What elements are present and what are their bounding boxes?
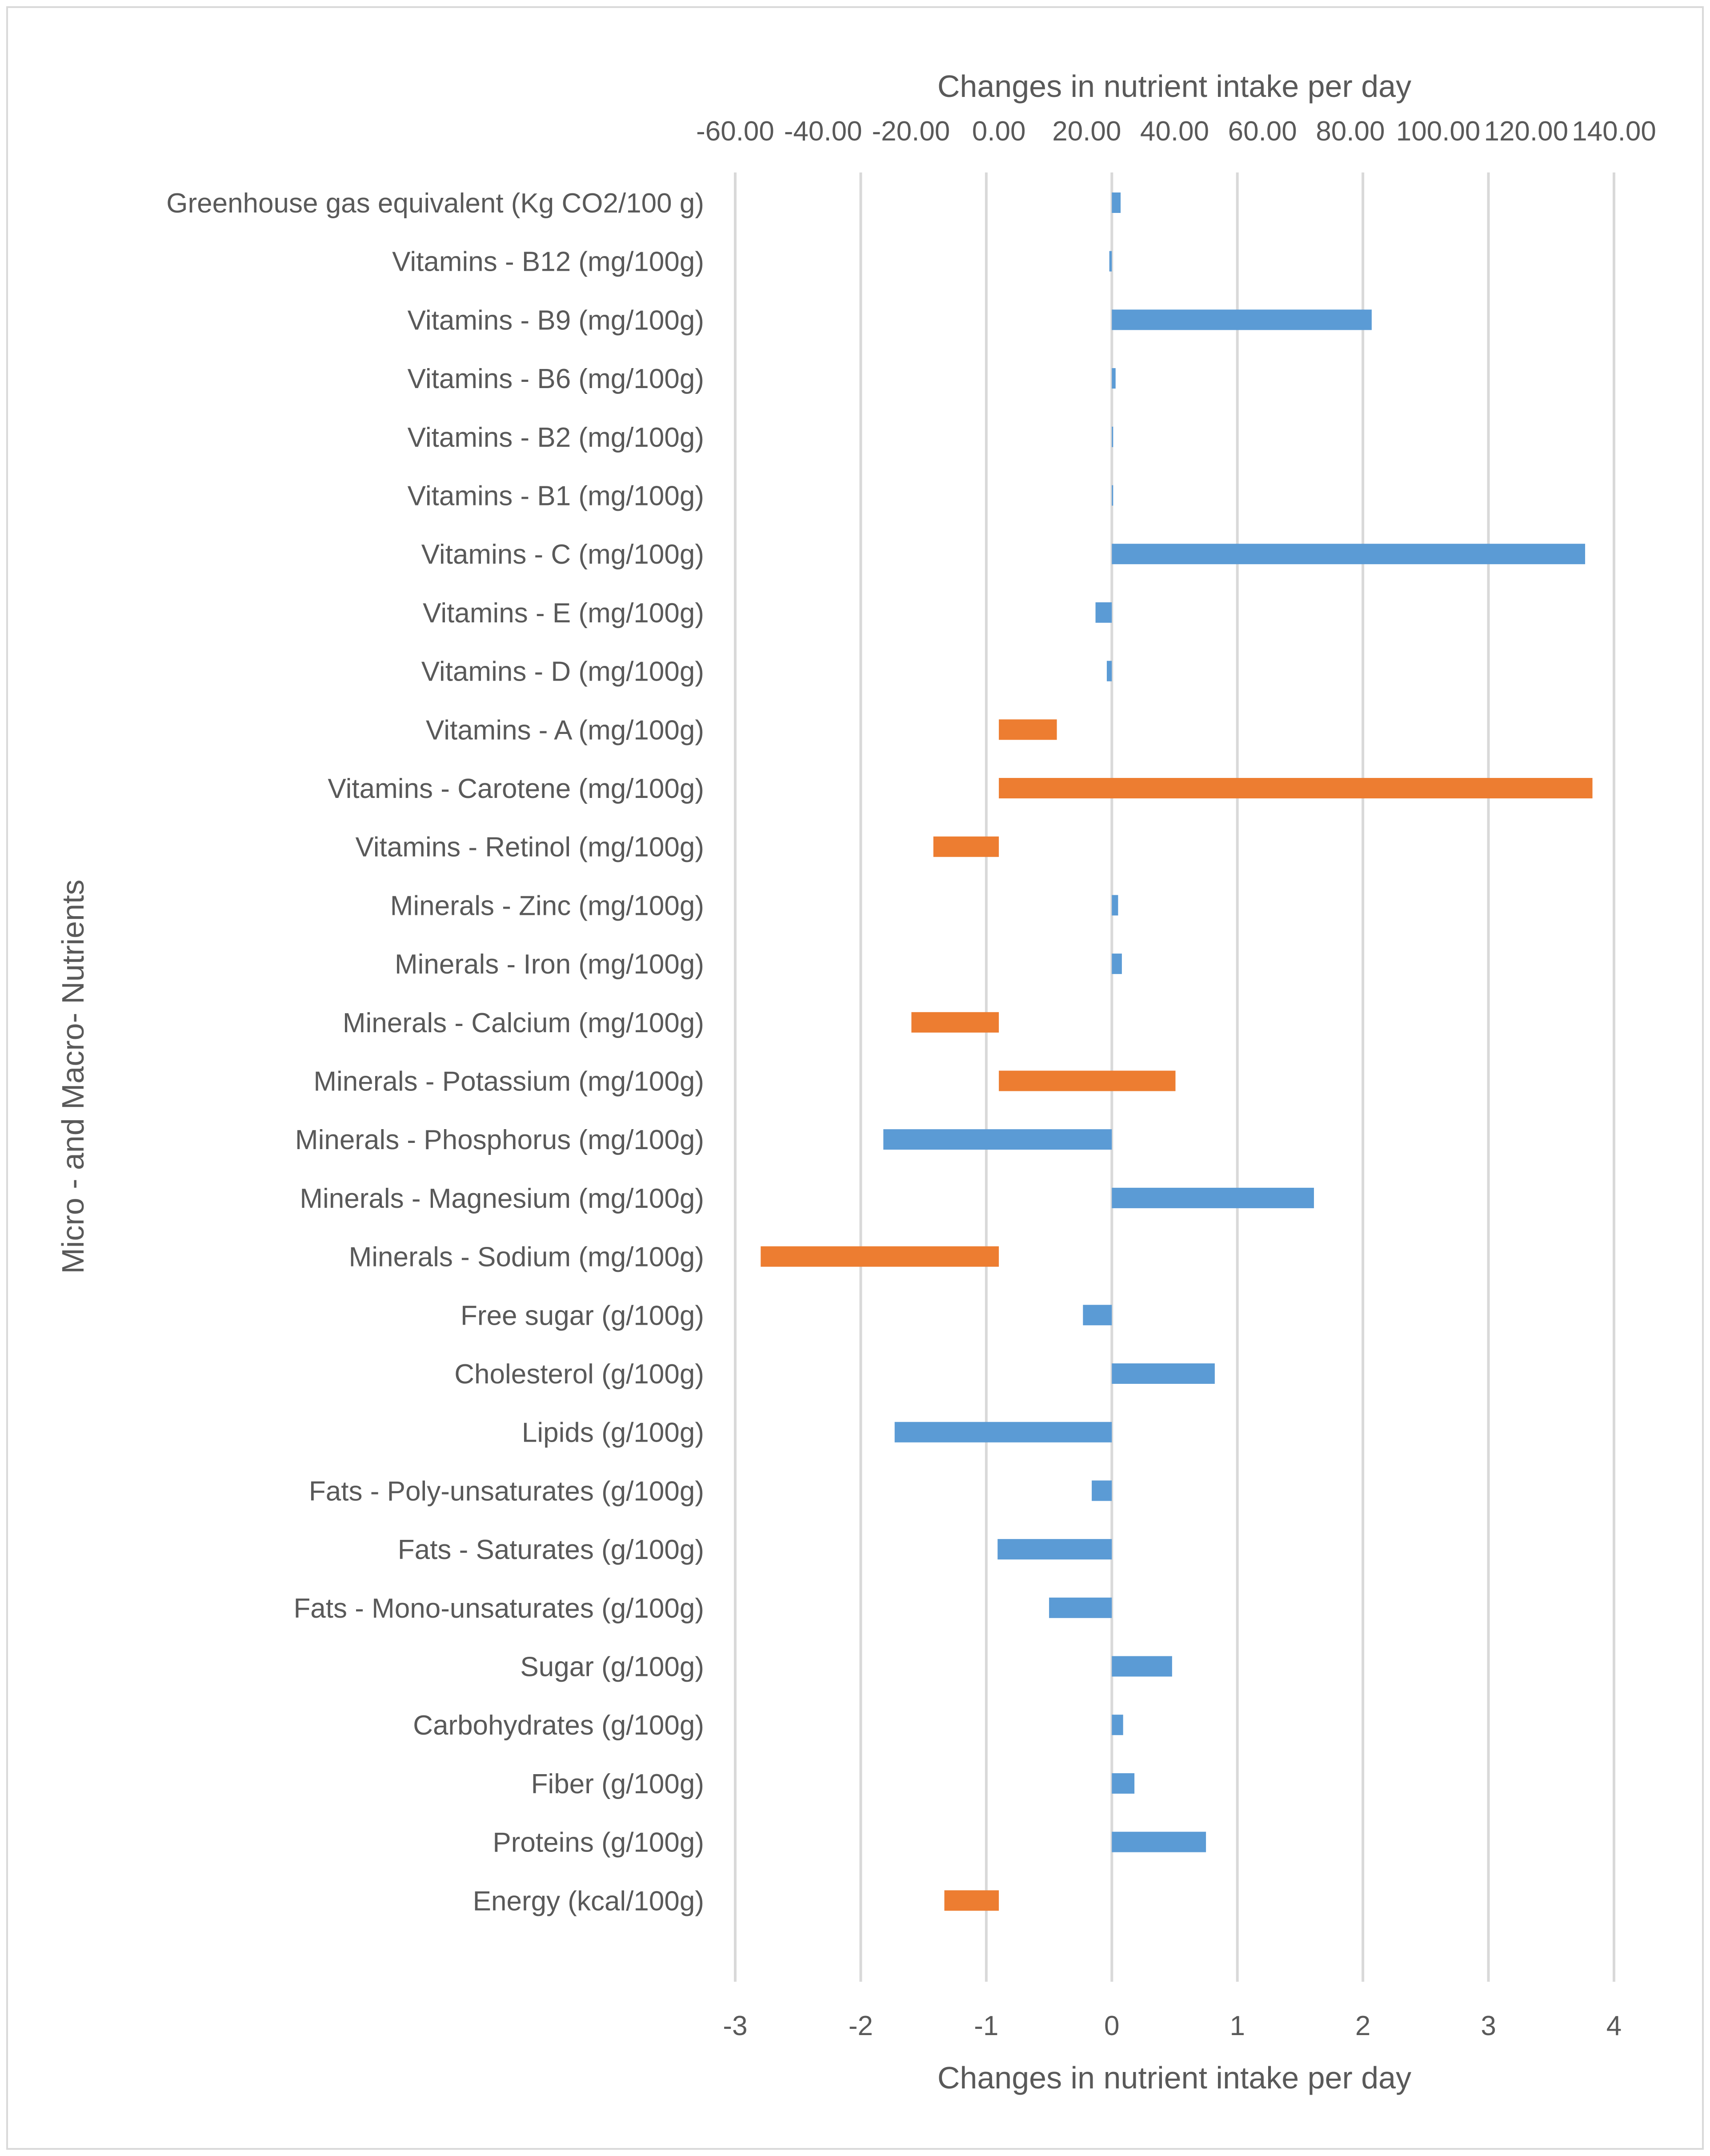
bar [999, 778, 1593, 798]
top-tick-label: 100.00 [1396, 116, 1481, 147]
bottom-tick-label: -2 [849, 2011, 873, 2041]
bar [999, 1070, 1176, 1091]
bar [1112, 368, 1116, 389]
bar [1112, 1715, 1123, 1735]
top-tick-label: 40.00 [1140, 116, 1209, 147]
top-tick-label: 60.00 [1228, 116, 1297, 147]
top-tick-label: 20.00 [1052, 116, 1121, 147]
category-label: Minerals - Calcium (mg/100g) [343, 1008, 704, 1038]
bar [883, 1129, 1112, 1150]
category-label: Vitamins - E (mg/100g) [423, 598, 704, 629]
bar [933, 836, 999, 857]
bar [999, 719, 1057, 740]
chart-frame: -3 -2 -1 0 1 2 3 4 -60.00 -40.00 -20.00 0.00 20.00 40… [6, 6, 1704, 2150]
category-label: Fats - Mono-unsaturates (g/100g) [293, 1593, 704, 1624]
bottom-tick-label: 3 [1481, 2011, 1496, 2041]
bar [997, 1539, 1112, 1560]
category-label: Cholesterol (g/100g) [454, 1359, 704, 1390]
category-label: Minerals - Phosphorus (mg/100g) [295, 1125, 704, 1155]
bar [1112, 426, 1113, 447]
bar [911, 1012, 999, 1033]
bar [1112, 954, 1122, 974]
category-label: Proteins (g/100g) [493, 1827, 704, 1858]
grid-layer [734, 172, 1615, 1982]
bottom-tick-label: -1 [974, 2011, 998, 2041]
bar [944, 1890, 999, 1911]
bar [1112, 1656, 1172, 1677]
bar [1095, 602, 1112, 623]
bottom-tick-label: 1 [1229, 2011, 1245, 2041]
bar [1109, 251, 1112, 272]
bar [1112, 895, 1118, 916]
bar [1092, 1480, 1112, 1501]
category-label: Vitamins - C (mg/100g) [421, 539, 704, 570]
bottom-tick-label: -3 [723, 2011, 747, 2041]
bar [1112, 1831, 1206, 1852]
category-label: Minerals - Potassium (mg/100g) [313, 1066, 704, 1097]
label-layer: -3 -2 -1 0 1 2 3 4 -60.00 -40.00 -20.00 0.00 20.00 40… [166, 116, 1656, 2041]
category-label: Vitamins - Carotene (mg/100g) [328, 773, 704, 804]
category-label: Minerals - Sodium (mg/100g) [349, 1242, 704, 1273]
y-axis-title: Micro - and Macro- Nutrients [56, 880, 90, 1274]
top-axis-title: Changes in nutrient intake per day [937, 69, 1411, 104]
category-label: Energy (kcal/100g) [473, 1886, 704, 1916]
top-tick-label: -20.00 [872, 116, 950, 147]
bar [1112, 544, 1586, 565]
category-label: Carbohydrates (g/100g) [413, 1710, 704, 1741]
top-tick-label: -40.00 [784, 116, 862, 147]
category-label: Sugar (g/100g) [520, 1652, 704, 1683]
top-tick-label: -60.00 [696, 116, 774, 147]
bar [1106, 661, 1112, 681]
category-label: Vitamins - B6 (mg/100g) [408, 364, 704, 394]
top-tick-label: 140.00 [1572, 116, 1656, 147]
top-tick-label: 120.00 [1484, 116, 1568, 147]
bar [1112, 192, 1121, 213]
category-label: Fiber (g/100g) [531, 1769, 704, 1799]
category-label: Vitamins - Retinol (mg/100g) [355, 832, 704, 863]
bottom-tick-label: 2 [1355, 2011, 1370, 2041]
category-label: Vitamins - B2 (mg/100g) [408, 422, 704, 453]
bar-layer [761, 192, 1593, 1911]
bar [1112, 1363, 1215, 1384]
bottom-tick-label: 0 [1104, 2011, 1119, 2041]
category-label: Vitamins - D (mg/100g) [421, 657, 704, 687]
top-tick-label: 80.00 [1316, 116, 1385, 147]
bottom-axis-title: Changes in nutrient intake per day [937, 2060, 1411, 2095]
chart-svg: -3 -2 -1 0 1 2 3 4 -60.00 -40.00 -20.00 0.00 20.00 40… [56, 69, 1656, 2095]
category-label: Greenhouse gas equivalent (Kg CO2/100 g) [166, 188, 704, 219]
bar [1083, 1305, 1112, 1326]
bar [1049, 1597, 1112, 1618]
category-label: Fats - Saturates (g/100g) [398, 1535, 704, 1565]
category-label: Vitamins - B1 (mg/100g) [408, 481, 704, 512]
category-label: Fats - Poly-unsaturates (g/100g) [309, 1476, 704, 1507]
category-label: Minerals - Magnesium (mg/100g) [300, 1183, 704, 1214]
bar [1112, 1187, 1314, 1208]
bar [761, 1246, 999, 1267]
top-tick-label: 0.00 [972, 116, 1026, 147]
bar [894, 1422, 1112, 1443]
category-label: Lipids (g/100g) [522, 1418, 704, 1448]
category-label: Minerals - Zinc (mg/100g) [390, 890, 704, 921]
category-label: Minerals - Iron (mg/100g) [395, 949, 704, 980]
bar [1112, 1773, 1135, 1794]
category-label: Vitamins - B9 (mg/100g) [408, 305, 704, 336]
category-label: Vitamins - A (mg/100g) [426, 715, 704, 745]
bar [1112, 309, 1372, 330]
bar [1112, 485, 1113, 506]
category-label: Vitamins - B12 (mg/100g) [392, 247, 704, 277]
category-label: Free sugar (g/100g) [461, 1300, 704, 1331]
bottom-tick-label: 4 [1606, 2011, 1622, 2041]
